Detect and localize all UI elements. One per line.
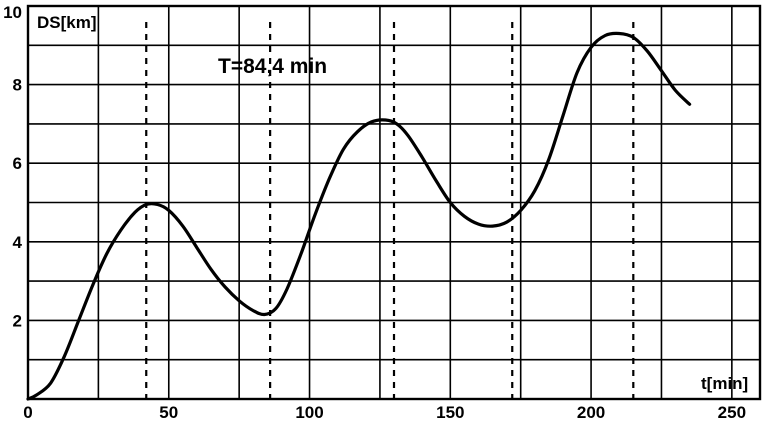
x-tick-labels: 0 50 100 150 200 250 bbox=[23, 403, 746, 422]
y-tick-label: 8 bbox=[13, 76, 22, 95]
y-tick-label: 6 bbox=[13, 154, 22, 173]
y-tick-label: 4 bbox=[13, 233, 23, 252]
period-marker-lines bbox=[145, 22, 635, 399]
x-tick-label: 150 bbox=[436, 403, 464, 422]
y-tick-labels: 2 4 6 8 10 bbox=[3, 3, 22, 330]
period-annotation: T=84,4 min bbox=[218, 55, 327, 78]
x-tick-label: 250 bbox=[718, 403, 746, 422]
x-tick-label: 200 bbox=[577, 403, 605, 422]
x-tick-label: 100 bbox=[295, 403, 323, 422]
y-tick-label: 10 bbox=[3, 3, 22, 22]
y-tick-label: 2 bbox=[13, 311, 22, 330]
x-tick-label: 50 bbox=[159, 403, 178, 422]
plot-frame bbox=[26, 4, 762, 401]
distance-curve bbox=[26, 31, 692, 401]
x-tick-label: 0 bbox=[23, 403, 32, 422]
x-axis-label: t[min] bbox=[701, 374, 748, 393]
y-axis-label: DS[km] bbox=[37, 13, 97, 32]
